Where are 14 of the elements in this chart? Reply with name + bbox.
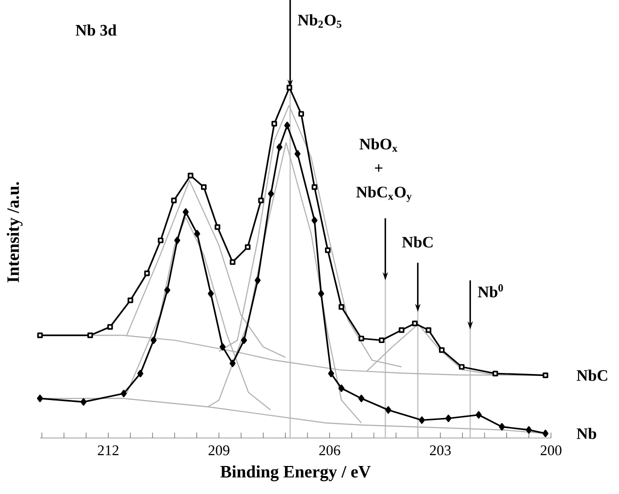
x-tick-label: 200: [540, 445, 562, 456]
x-axis-title: Binding Energy / eV: [220, 465, 371, 482]
ref-line-label: Nb$_{2}$O$_{5}$: [298, 14, 342, 28]
ref-line-label: Nb$^{0}$: [478, 284, 503, 298]
x-tick-label: 212: [98, 445, 118, 456]
text: Nb 3d: [76, 24, 117, 36]
text: NbO$_{x}$ + NbC$_{x}$O$_{y}$: [356, 138, 412, 202]
ref-line-label: NbC: [402, 236, 433, 248]
series-label: NbC: [576, 370, 608, 381]
series-label: Nb: [576, 428, 596, 440]
x-tick-label: 206: [319, 445, 340, 456]
y-axis-title: Intensity /a.u.: [6, 182, 23, 282]
x-tick-label: 203: [430, 445, 451, 456]
x-tick-label: 209: [208, 445, 230, 456]
